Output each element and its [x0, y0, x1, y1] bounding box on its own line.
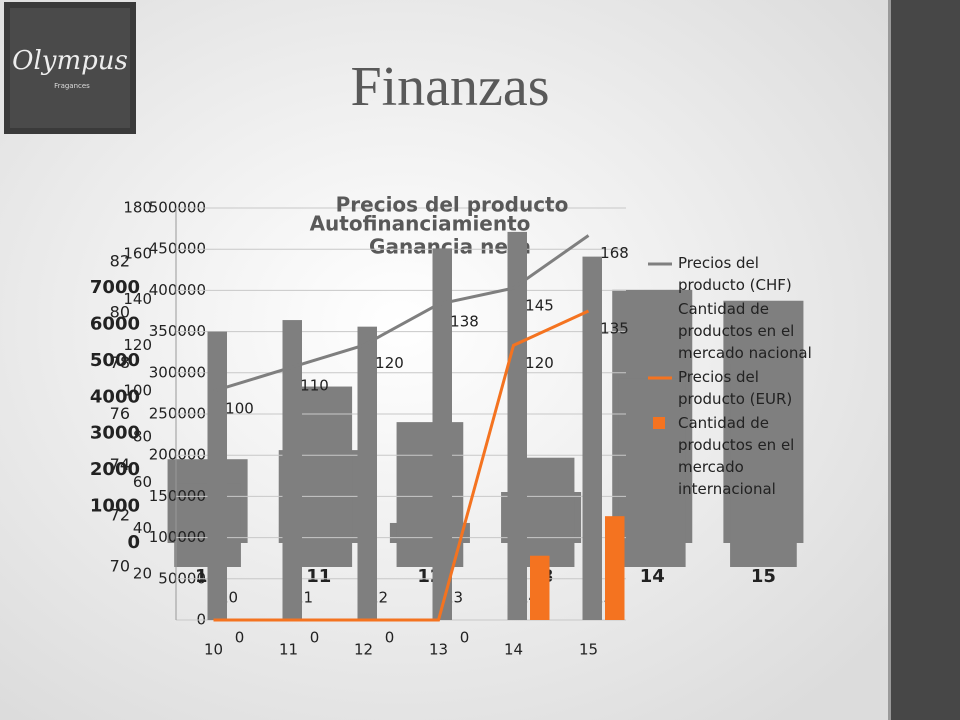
y-tick-label: 74: [110, 455, 130, 474]
x-tick-label: 15: [579, 641, 598, 659]
data-label: 145: [525, 297, 554, 315]
legend-swatch: [653, 417, 665, 429]
data-label: 120: [375, 354, 404, 372]
logo-brand: Olympus: [12, 46, 128, 76]
y2-tick-label: 80: [133, 427, 152, 445]
legend-entry: Cantidad de productos en el mercado naci…: [678, 300, 812, 362]
data-label: 100: [225, 400, 254, 418]
bar: [730, 363, 797, 567]
y2-tick-label: 160: [123, 244, 152, 262]
y-tick-label: 7000: [90, 277, 140, 298]
bar: [432, 248, 452, 620]
x-tick-label: 13: [429, 641, 448, 659]
y2-tick-label: 140: [123, 290, 152, 308]
x-tick-label: 14: [640, 566, 665, 587]
x-tick-label: 14: [504, 641, 523, 659]
chart-title: Precios del producto: [336, 193, 569, 217]
y-tick-label: 4000: [90, 386, 140, 407]
legend-entry: Cantidad de productos en el mercado inte…: [678, 414, 795, 498]
y2-tick-label: 120: [123, 336, 152, 354]
logo-tagline: Fragances: [54, 82, 90, 90]
side-strip: [888, 0, 960, 720]
legend-entry: Precios del producto (EUR): [678, 368, 793, 408]
bar: [207, 331, 227, 620]
y-tick-label: 6000: [90, 313, 140, 334]
y-tick-label: 78: [110, 353, 130, 372]
x-tick-label: 15: [751, 566, 776, 587]
y-tick-label: 80: [110, 302, 130, 321]
side-edge: [888, 0, 891, 720]
logo-texture: [10, 8, 130, 128]
bar: [605, 516, 625, 620]
y-tick-label: 1000: [90, 496, 140, 517]
data-label: 135: [600, 320, 629, 338]
bar: [357, 326, 377, 620]
y-tick-label: 2000: [90, 459, 140, 480]
data-label: 168: [600, 244, 629, 262]
chart-title: Autofinanciamiento: [310, 212, 531, 236]
x-tick-label: 11: [306, 566, 331, 587]
data-label: 0: [385, 629, 395, 647]
legend-entry: Precios del producto (CHF): [678, 254, 792, 294]
y2-tick-label: 100: [123, 382, 152, 400]
bar: [396, 422, 464, 567]
y-tick-label: 72: [110, 506, 130, 525]
bar: [618, 378, 686, 567]
data-label: 0: [310, 629, 320, 647]
data-label: 120: [525, 354, 554, 372]
data-label: 0: [235, 629, 245, 647]
bar: [582, 256, 602, 620]
bar: [530, 555, 550, 620]
line: [213, 234, 590, 393]
x-tick-label: 10: [204, 641, 223, 659]
y-tick-label: 5000: [90, 350, 140, 371]
y-tick-label: 76: [110, 404, 130, 423]
y2-tick-label: 180: [123, 199, 152, 217]
bar: [282, 320, 302, 620]
data-label: 138: [450, 313, 479, 331]
y2-tick-label: 60: [133, 473, 152, 491]
y-tick-label: 82: [110, 252, 130, 271]
data-label: 110: [300, 377, 329, 395]
x-tick-label: 11: [279, 641, 298, 659]
data-label: 0: [460, 629, 470, 647]
bar: [507, 231, 527, 620]
y2-tick-label: 20: [133, 565, 152, 583]
y-tick-label: 70: [110, 557, 130, 576]
line: [213, 309, 590, 622]
y-tick-label: 0: [127, 532, 140, 553]
x-tick-label: 12: [354, 641, 373, 659]
y-tick-label: 3000: [90, 423, 140, 444]
legend-swatch: [653, 303, 665, 315]
slide-title: Finanzas: [350, 56, 549, 118]
y2-tick-label: 40: [133, 519, 152, 537]
